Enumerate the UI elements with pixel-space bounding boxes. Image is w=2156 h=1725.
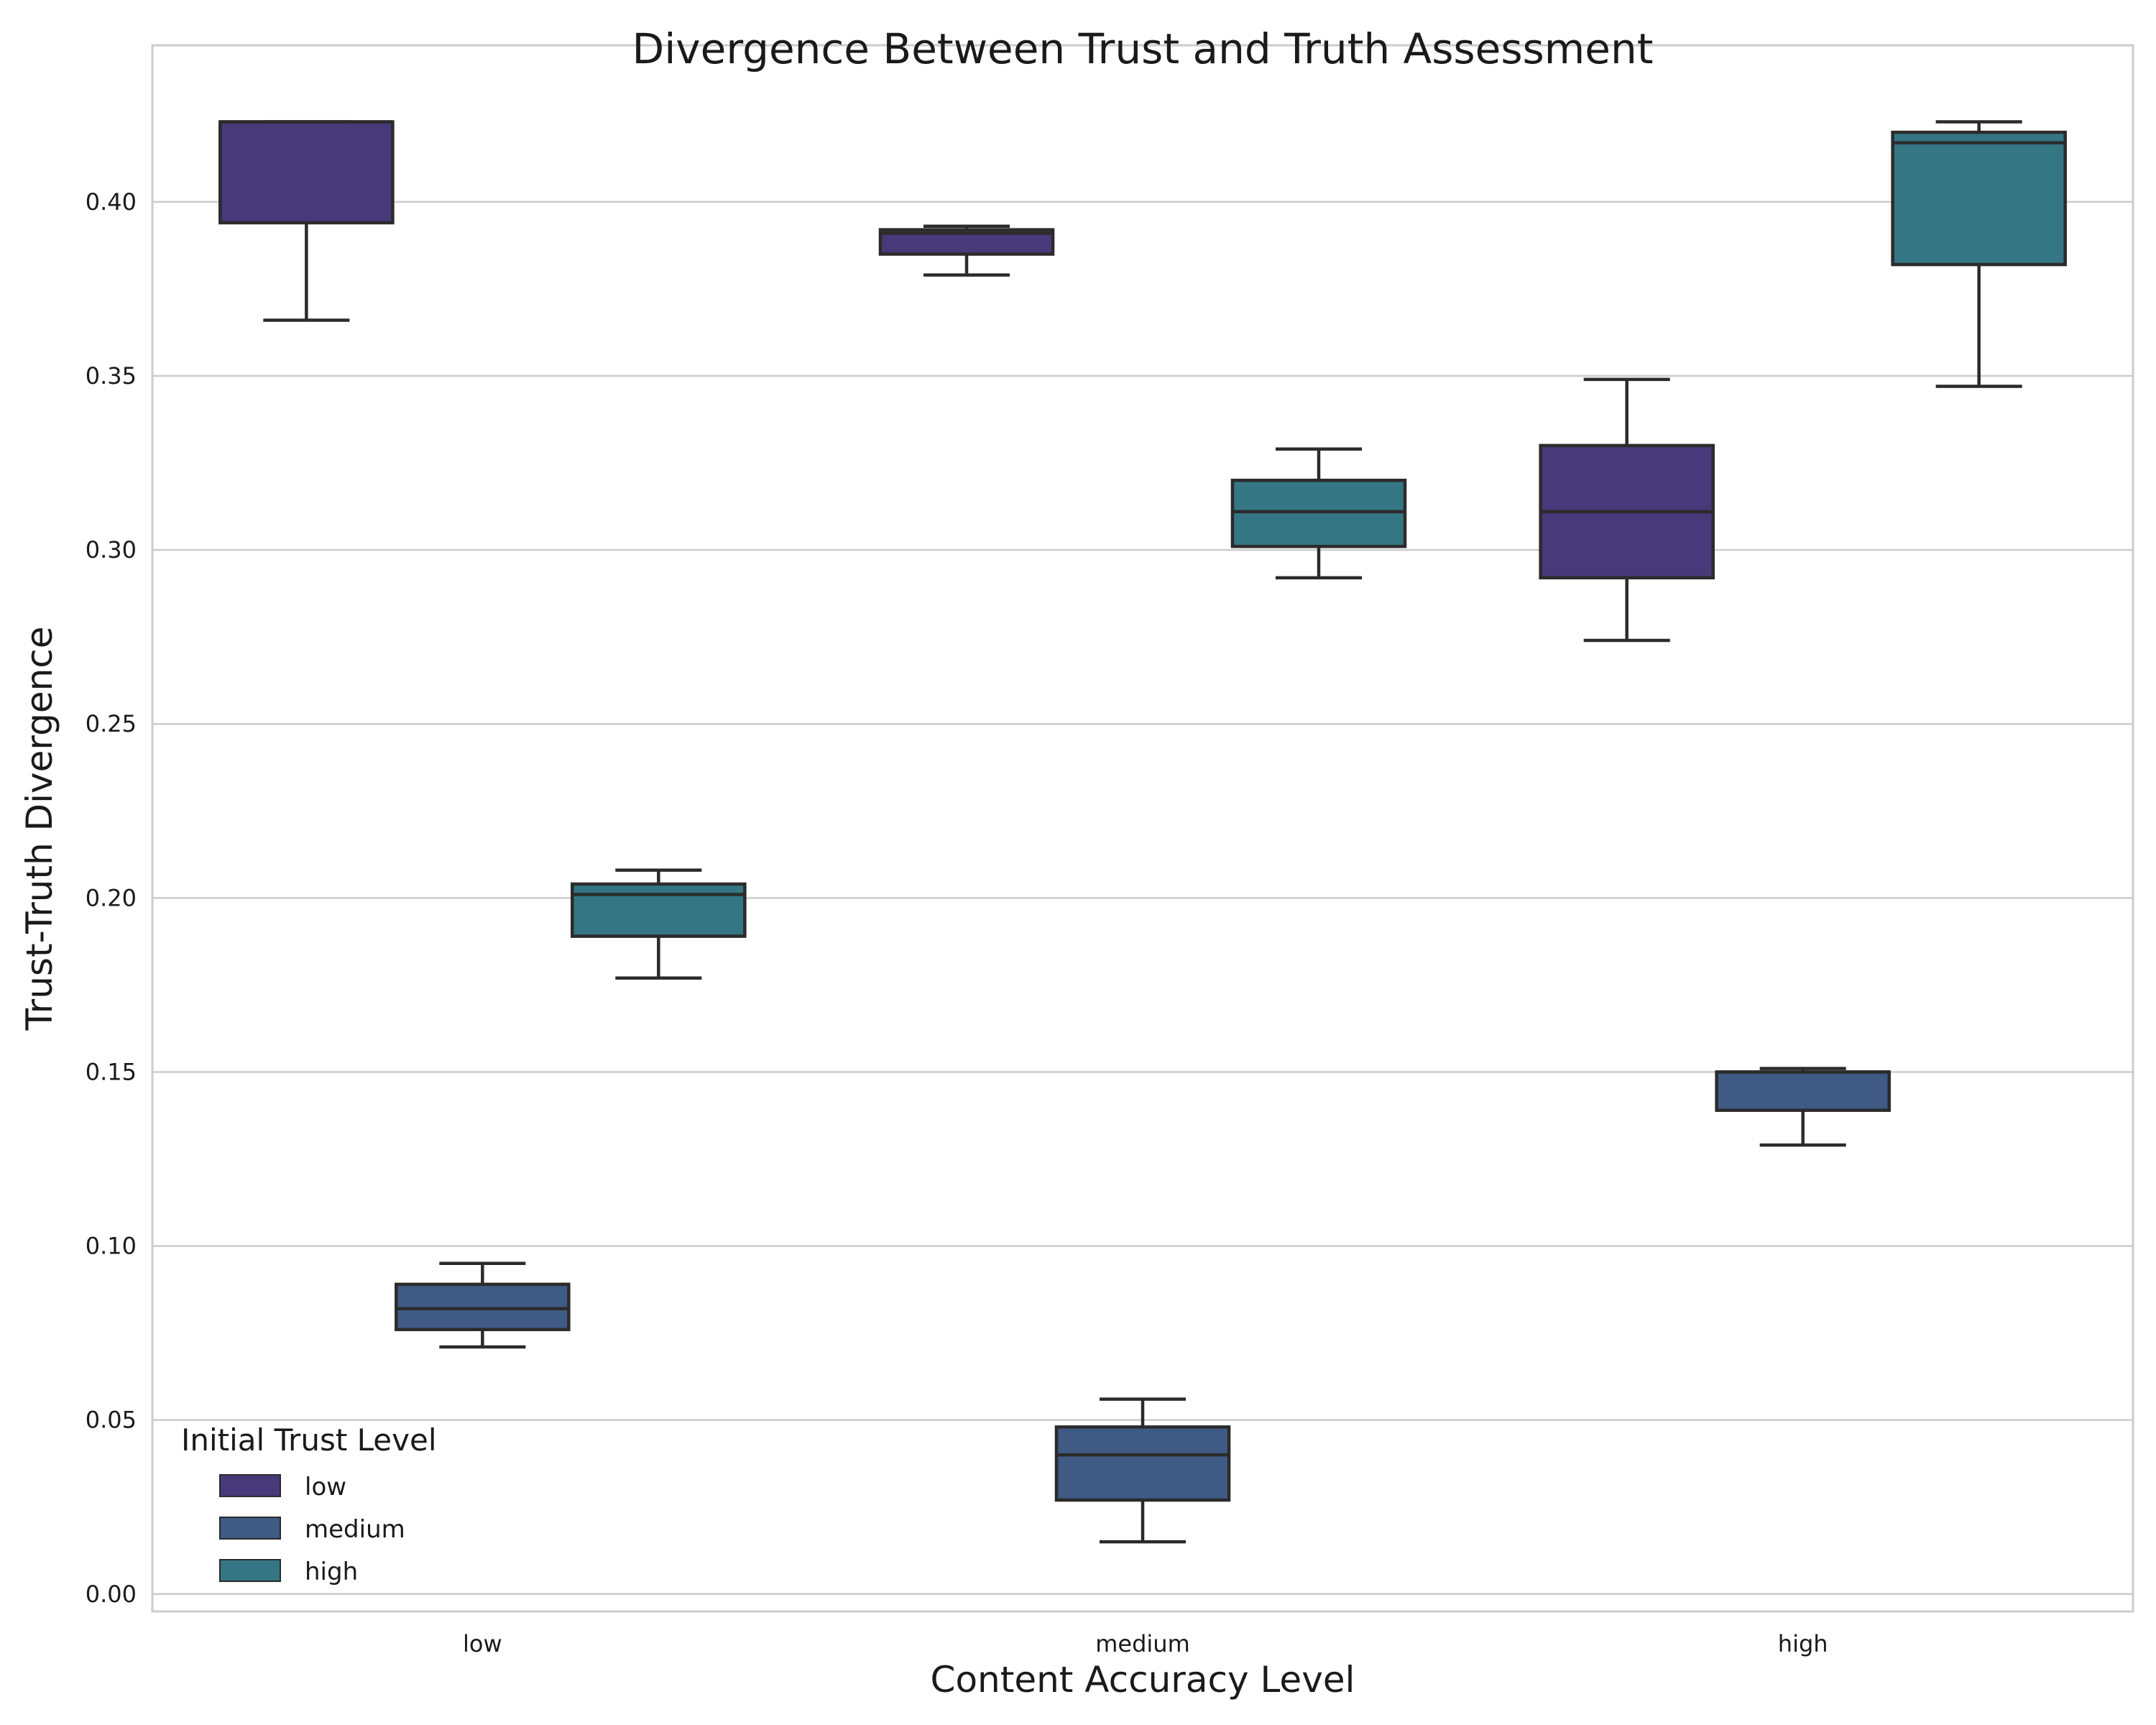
legend-swatch [219,1559,281,1582]
legend-item-high: high [219,1558,358,1586]
box-medium-trust-low-accuracy [395,1261,571,1349]
y-tick-label: 0.00 [86,1581,137,1608]
box-iqr [218,120,395,225]
plot-area-frame [151,44,2134,1613]
y-axis-title: Trust-Truth Divergence [19,626,60,1031]
x-axis-ticks: low medium high [463,1630,1828,1657]
box-low-trust-low-accuracy [218,120,395,322]
legend-label: high [305,1558,358,1586]
x-axis-title: Content Accuracy Level [931,1659,1355,1701]
box-medium-trust-high-accuracy [1715,1067,1891,1147]
y-axis-ticks: 0.00 0.05 0.10 0.15 0.20 0.25 0.30 0.35 0.40 [86,188,137,1608]
box-low-trust-high-accuracy [1539,377,1715,643]
y-tick-label: 0.10 [86,1233,137,1260]
x-tick-label-low: low [463,1630,502,1657]
y-tick-label: 0.20 [86,884,137,911]
y-tick-label: 0.25 [86,710,137,737]
box-iqr [1715,1070,1891,1112]
y-tick-label: 0.15 [86,1058,137,1085]
y-tick-label: 0.05 [86,1407,137,1434]
box-iqr [395,1282,571,1332]
legend-swatch [219,1517,281,1540]
x-tick-label-medium: medium [1095,1630,1190,1657]
legend: Initial Trust Level low medium high [181,1422,437,1586]
chart-title: Divergence Between Trust and Truth Asses… [632,24,1654,73]
legend-title: Initial Trust Level [181,1422,437,1458]
legend-label: low [305,1473,346,1501]
box-medium-trust-medium-accuracy [1054,1397,1231,1544]
x-tick-label-high: high [1778,1630,1828,1657]
legend-label: medium [305,1515,405,1544]
box-iqr [1054,1425,1231,1502]
box-high-trust-high-accuracy [1891,120,2067,388]
box-high-trust-low-accuracy [571,868,747,980]
box-iqr [571,882,747,938]
box-low-trust-medium-accuracy [878,224,1055,277]
box-high-trust-medium-accuracy [1230,447,1407,580]
legend-item-low: low [219,1473,346,1501]
box-iqr [1230,479,1407,548]
y-tick-label: 0.35 [86,362,137,390]
y-tick-label: 0.30 [86,536,137,564]
box-iqr [1891,130,2067,267]
legend-items: low medium high [219,1473,405,1586]
y-tick-label: 0.40 [86,188,137,216]
legend-item-medium: medium [219,1515,405,1544]
boxes [218,120,2067,1544]
legend-swatch [219,1474,281,1497]
